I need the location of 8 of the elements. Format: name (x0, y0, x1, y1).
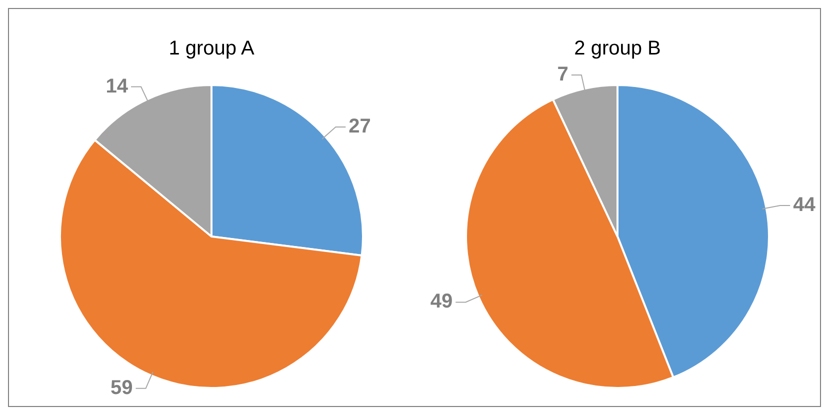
chart-title: 2 group B (574, 38, 661, 60)
data-label: 59 (110, 376, 133, 399)
data-label: 27 (348, 116, 371, 138)
data-label: 14 (106, 75, 129, 98)
data-label: 49 (430, 290, 453, 313)
data-label: 44 (793, 194, 816, 216)
chart-title: 1 group A (168, 38, 255, 60)
data-label: 7 (557, 64, 568, 86)
